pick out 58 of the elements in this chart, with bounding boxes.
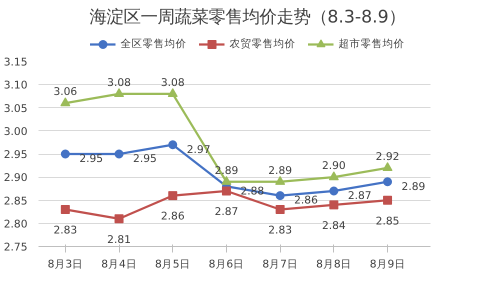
point — [275, 176, 286, 185]
data-label: 2.95 — [133, 152, 157, 165]
y-tick-label: 2.90 — [4, 171, 28, 184]
data-label: 2.84 — [322, 218, 346, 232]
point — [114, 214, 124, 224]
data-label: 2.81 — [107, 232, 131, 246]
y-tick-label: 3.00 — [4, 124, 28, 138]
point — [168, 191, 178, 200]
data-label: 2.87 — [214, 205, 238, 218]
chart-title: 海淀区一周蔬菜零售均价走势（8.3-8.9） — [89, 8, 406, 28]
data-label: 2.87 — [348, 189, 372, 202]
data-label: 2.85 — [376, 214, 400, 228]
point — [276, 205, 285, 214]
point — [276, 191, 285, 200]
data-label: 2.86 — [160, 210, 185, 223]
data-label: 3.08 — [160, 76, 185, 89]
data-label: 2.95 — [79, 152, 104, 165]
point — [329, 186, 338, 196]
y-tick-label: 3.15 — [4, 56, 28, 68]
data-label: 2.89 — [402, 180, 426, 193]
y-tick-label: 2.85 — [4, 194, 28, 208]
point — [329, 200, 338, 210]
point — [60, 97, 70, 106]
legend-label: 超市零售均价 — [338, 37, 404, 51]
point — [168, 88, 178, 97]
legend-label: 农贸零售均价 — [230, 37, 296, 51]
x-tick-label: 8月8日 — [316, 258, 352, 270]
y-tick-label: 2.95 — [4, 148, 28, 161]
point — [114, 150, 124, 158]
data-label: 3.08 — [107, 76, 132, 89]
y-tick-label: 3.05 — [4, 102, 28, 115]
x-tick-label: 8月4日 — [101, 258, 137, 270]
point — [114, 88, 124, 97]
x-tick-label: 8月6日 — [208, 258, 244, 270]
data-label: 2.86 — [294, 194, 318, 207]
point — [221, 176, 232, 185]
legend-label: 全区零售均价 — [120, 37, 186, 51]
x-tick-label: 8月7日 — [262, 258, 298, 270]
data-label: 2.83 — [53, 224, 78, 236]
data-label: 2.83 — [268, 224, 292, 236]
data-label: 2.90 — [322, 159, 346, 172]
y-tick-label: 2.75 — [4, 240, 28, 254]
point — [222, 186, 231, 196]
x-tick-label: 8月9日 — [370, 258, 406, 270]
point — [168, 140, 178, 150]
point — [328, 171, 339, 180]
data-label: 2.92 — [376, 150, 400, 163]
point — [383, 177, 392, 186]
point — [383, 196, 392, 205]
data-label: 2.89 — [268, 164, 292, 177]
x-tick-label: 8月3日 — [48, 258, 84, 270]
point — [382, 162, 393, 171]
point — [60, 150, 70, 158]
y-tick-label: 2.80 — [4, 217, 28, 230]
point — [60, 205, 70, 214]
data-label: 3.06 — [53, 85, 78, 98]
x-tick-label: 8月5日 — [154, 258, 191, 270]
y-tick-label: 3.10 — [4, 78, 28, 92]
